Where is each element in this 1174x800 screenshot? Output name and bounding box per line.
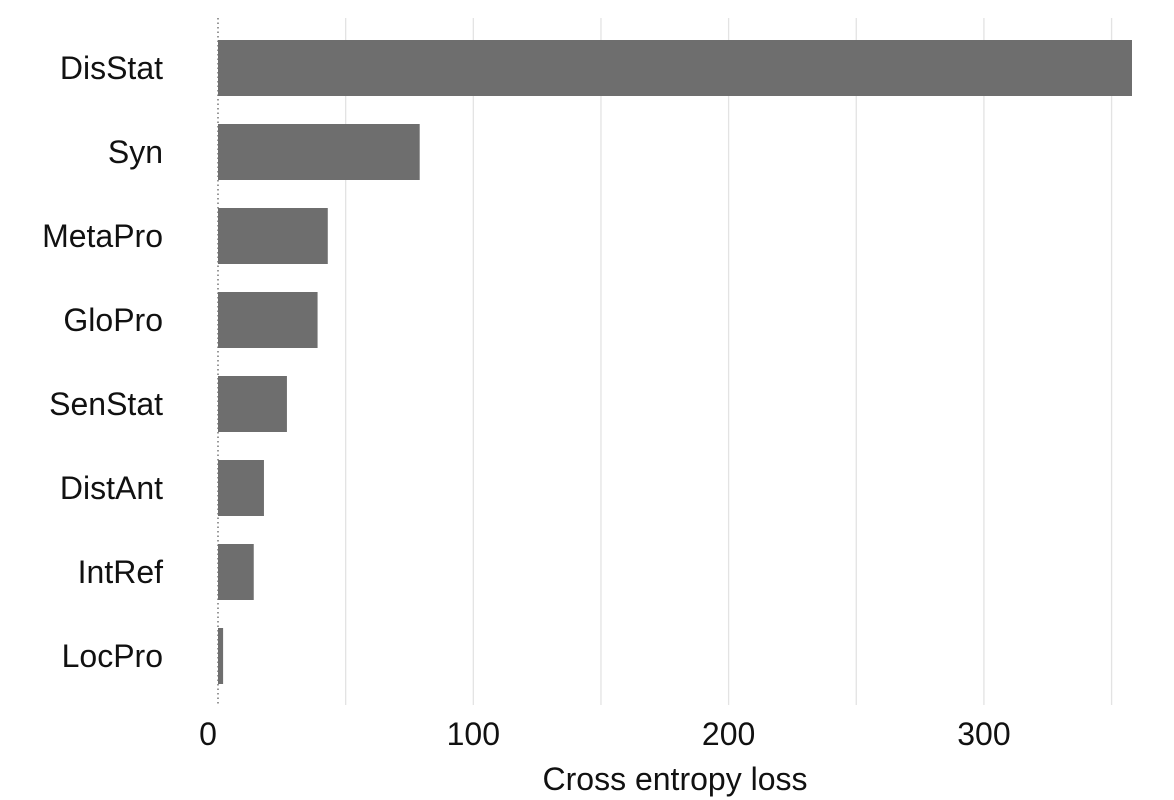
bar-distant [218, 460, 264, 516]
x-axis-title: Cross entropy loss [543, 761, 808, 797]
grid [217, 18, 1113, 705]
x-tick-label-200: 200 [702, 716, 755, 752]
category-label-distant: DistAnt [60, 470, 163, 506]
x-tick-labels: 0 100 200 300 [199, 716, 1011, 752]
bar-metapro [218, 208, 328, 264]
x-tick-label-300: 300 [957, 716, 1010, 752]
bar-intref [218, 544, 254, 600]
category-label-intref: IntRef [78, 554, 163, 590]
bar-glopro [218, 292, 318, 348]
bar-syn [218, 124, 420, 180]
category-label-syn: Syn [108, 134, 163, 170]
bar-disstat [218, 40, 1132, 96]
category-labels: DisStat Syn MetaPro GloPro SenStat DistAnt Int… [42, 50, 163, 674]
x-tick-label-0: 0 [199, 716, 217, 752]
x-tick-label-100: 100 [447, 716, 500, 752]
category-label-glopro: GloPro [63, 302, 163, 338]
bar-senstat [218, 376, 287, 432]
category-label-senstat: SenStat [49, 386, 163, 422]
bar-locpro [218, 628, 224, 684]
bars [218, 40, 1132, 684]
category-label-locpro: LocPro [62, 638, 163, 674]
category-label-metapro: MetaPro [42, 218, 163, 254]
category-label-disstat: DisStat [60, 50, 163, 86]
